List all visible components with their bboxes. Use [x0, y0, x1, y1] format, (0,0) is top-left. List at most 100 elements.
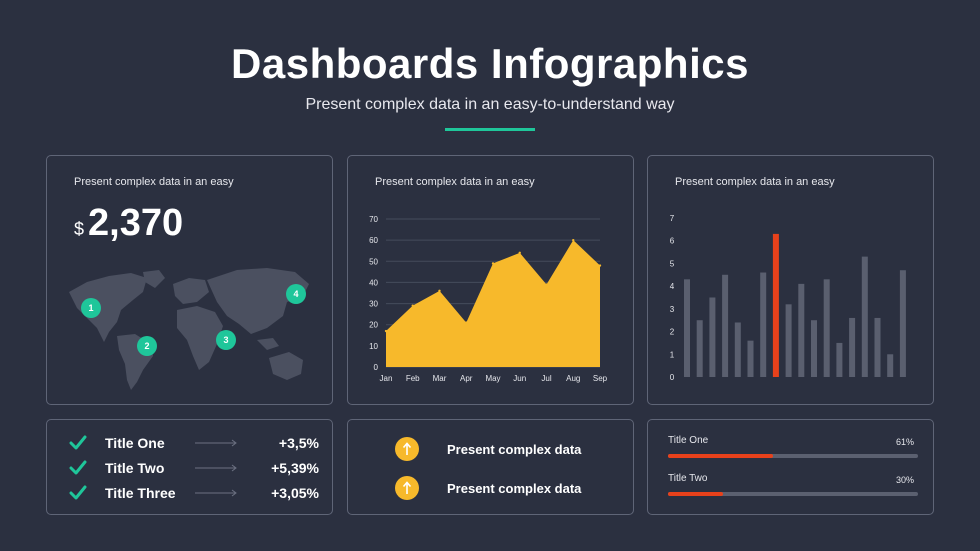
info-row-text: Present complex data [447, 441, 582, 457]
area-y-tick: 30 [369, 300, 378, 309]
area-x-tick: Jul [541, 374, 551, 383]
bar [874, 317, 881, 377]
stats-row-name: Title Three [105, 485, 176, 501]
area-point [465, 321, 468, 324]
progress-track [668, 454, 918, 458]
bar-y-tick: 4 [670, 282, 675, 291]
progress-value: 61% [895, 437, 914, 447]
bar-y-tick: 5 [670, 259, 675, 268]
page-title: Dashboards Infographics [231, 40, 749, 87]
bar [722, 274, 729, 377]
progress-track [668, 492, 918, 496]
check-icon [69, 435, 87, 450]
info-row: Present complex data [395, 436, 581, 462]
info-row: Present complex data [395, 475, 581, 501]
bar-highlight [772, 233, 779, 377]
area-x-tick: Jun [513, 374, 526, 383]
bar-y-tick: 2 [670, 328, 675, 337]
area-chart: 0 10 20 30 40 50 60 70 Jan Feb Mar Apr May Jun Jul Aug S… [369, 215, 608, 383]
page-subtitle: Present complex data in an easy-to-under… [305, 96, 675, 113]
stats-row-name: Title One [105, 435, 165, 451]
bar-y-tick: 3 [670, 305, 675, 314]
bar [747, 340, 754, 377]
bar [684, 279, 690, 377]
area-point [491, 262, 495, 265]
bar-chart-label: Present complex data in an easy [675, 176, 835, 188]
area-point [518, 251, 521, 255]
bar [836, 342, 843, 377]
bar [696, 320, 703, 377]
area-point [411, 304, 414, 307]
map-marker-3[interactable]: 3 [216, 330, 236, 350]
area-x-tick: Sep [593, 374, 608, 383]
progress-label: Title One [668, 435, 709, 446]
area-y-tick: 20 [369, 321, 378, 330]
area-x-tick: Aug [566, 374, 580, 383]
map-marker-label: 3 [223, 335, 228, 345]
bar-y-tick: 7 [670, 214, 675, 223]
map-marker-label: 2 [144, 341, 149, 351]
area-chart-panel: Present complex data in an easy 0 10 20 30 4… [347, 155, 634, 405]
info-list-panel: Present complex data Present complex data [347, 419, 634, 515]
total-value-number: 2,370 [88, 202, 184, 244]
area-y-tick: 10 [369, 342, 378, 351]
world-map-landmass [69, 268, 309, 390]
area-x-tick: Apr [460, 374, 473, 383]
bar [811, 320, 817, 377]
bar [823, 279, 830, 377]
stats-row: Title One +3,5% [69, 433, 319, 453]
area-x-tick: Feb [406, 374, 420, 383]
arrow-right-icon [195, 489, 237, 497]
bar-y-tick: 0 [670, 373, 675, 382]
stats-row-value: +3,05% [271, 485, 319, 501]
bar-chart-panel: Present complex data in an easy 0 1 2 3 4 5 6 7 [647, 155, 934, 405]
bar-chart: 0 1 2 3 4 5 6 7 [670, 214, 906, 382]
area-y-tick: 60 [369, 236, 378, 245]
area-point [572, 238, 575, 242]
progress-fill [668, 454, 773, 458]
arrow-up-icon [395, 437, 419, 461]
info-row-text: Present complex data [447, 480, 582, 496]
check-icon [69, 485, 87, 500]
bar [887, 354, 894, 377]
stats-row: Title Two +5,39% [69, 458, 319, 478]
check-icon [69, 460, 87, 475]
map-marker-label: 4 [293, 289, 298, 299]
area-x-tick: Jan [380, 374, 393, 383]
arrow-up-icon [395, 476, 419, 500]
currency-symbol: $ [74, 219, 85, 239]
bar [899, 270, 906, 377]
area-chart-label: Present complex data in an easy [375, 176, 535, 188]
map-panel: 1 2 3 4 Present complex data in an easy $ 2… [46, 155, 333, 405]
progress-fill [668, 492, 723, 496]
map-panel-label: Present complex data in an easy [74, 176, 234, 188]
area-y-tick: 40 [369, 278, 378, 287]
area-series [386, 240, 600, 367]
area-point [598, 264, 602, 267]
bar-y-tick: 1 [670, 350, 675, 359]
progress-panel: Title One 61% Title Two 30% [647, 419, 934, 515]
arrow-right-icon [195, 439, 237, 447]
area-point [545, 283, 548, 286]
area-y-tick: 50 [369, 257, 378, 266]
map-marker-2[interactable]: 2 [137, 336, 157, 356]
progress-value: 30% [895, 475, 914, 485]
stats-row: Title Three +3,05% [69, 483, 319, 503]
map-marker-label: 1 [88, 303, 93, 313]
map-marker-4[interactable]: 4 [286, 284, 306, 304]
map-marker-1[interactable]: 1 [81, 298, 101, 318]
total-value: $ 2,370 [74, 202, 183, 245]
area-y-tick: 0 [374, 363, 379, 372]
bar [798, 283, 805, 377]
area-point [438, 289, 441, 293]
arrow-right-icon [195, 464, 237, 472]
title-accent-line [445, 128, 535, 131]
bar [861, 256, 868, 377]
area-point [384, 329, 388, 333]
stats-row-value: +5,39% [271, 460, 319, 476]
area-x-tick: Mar [433, 374, 447, 383]
area-y-tick: 70 [369, 215, 378, 224]
area-x-tick: May [485, 374, 500, 383]
progress-label: Title Two [668, 473, 708, 484]
world-map: 1 2 3 4 [69, 268, 309, 390]
